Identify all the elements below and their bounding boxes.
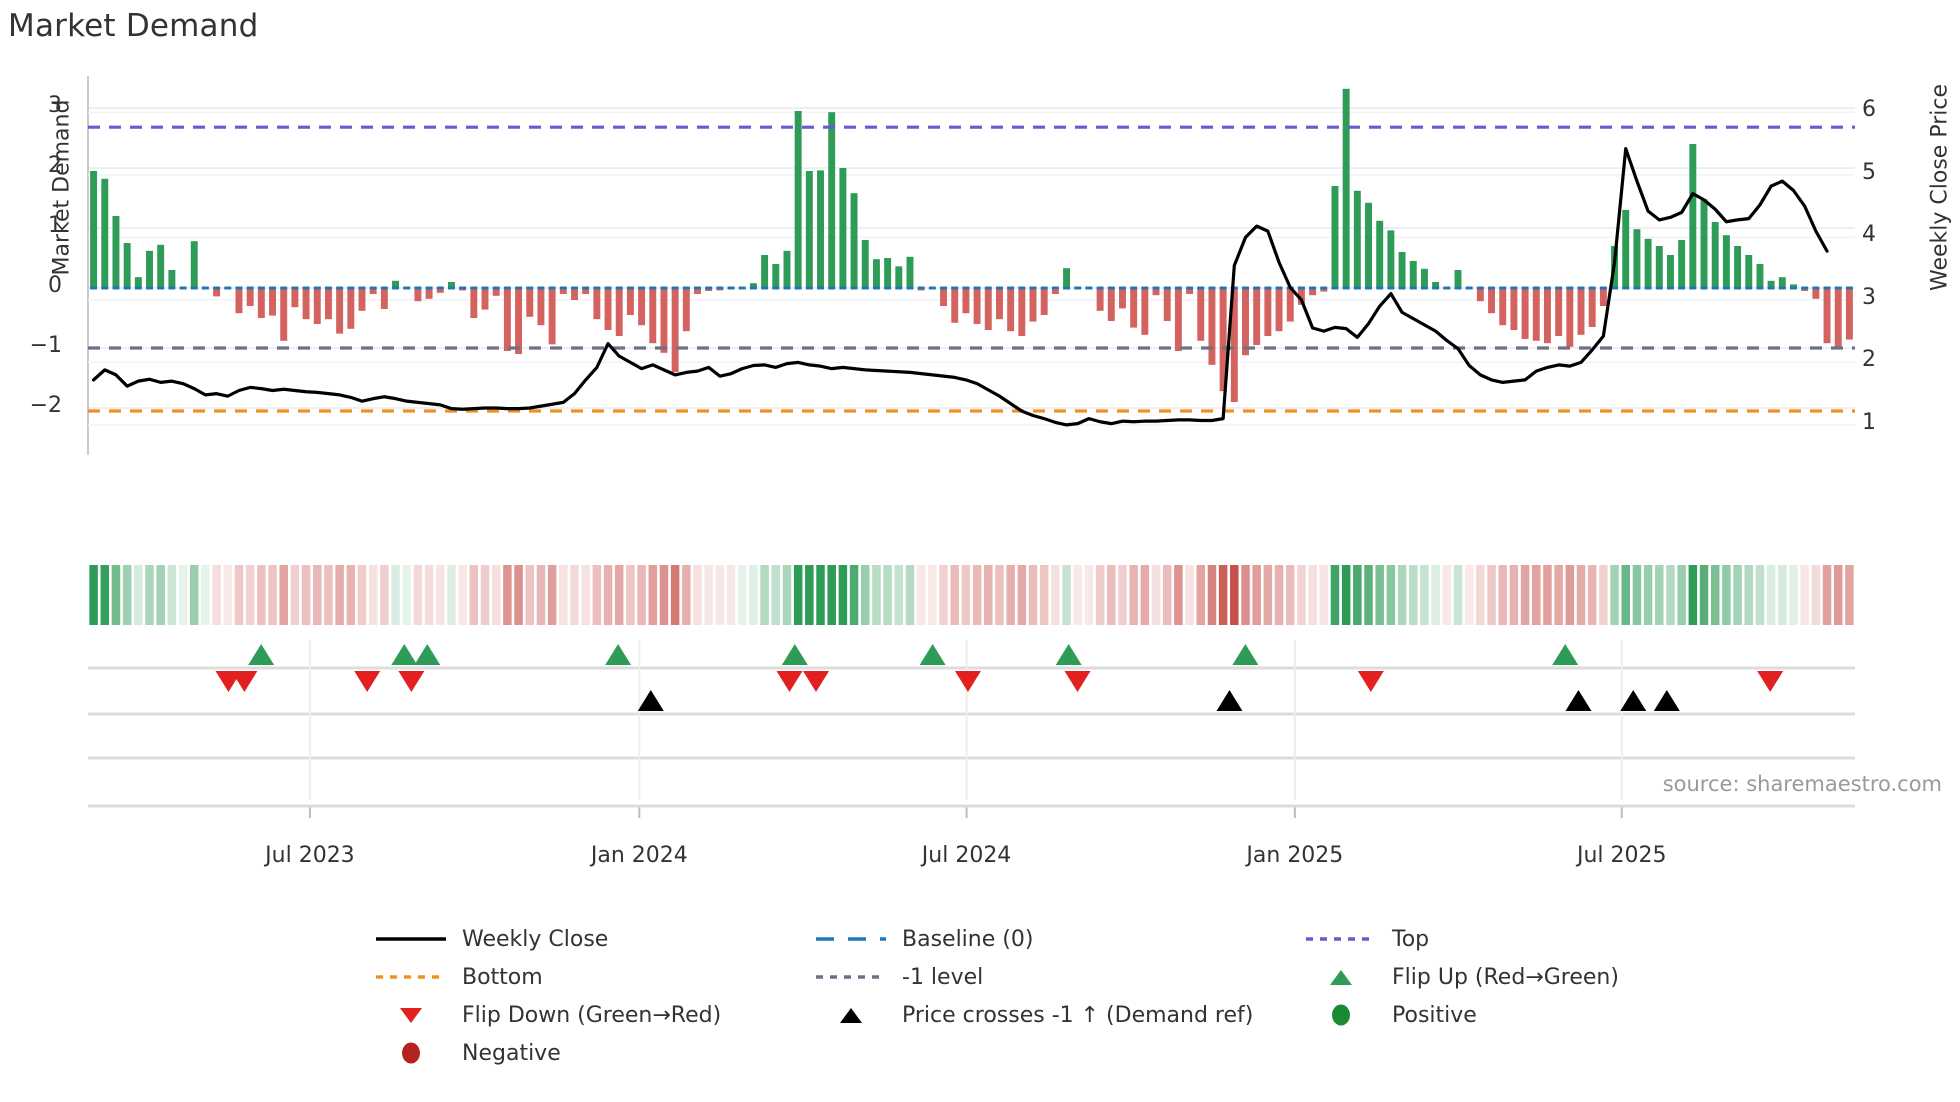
legend-label: Price crosses -1 ↑ (Demand ref) [902, 1002, 1254, 1028]
legend-item-price-crosses[interactable]: Price crosses -1 ↑ (Demand ref) [814, 1003, 1304, 1028]
legend-item-bottom[interactable]: Bottom [374, 965, 814, 990]
xtick-jul-2025: Jul 2025 [1576, 843, 1667, 868]
legend-label: Flip Down (Green→Red) [462, 1002, 722, 1028]
legend-item-weekly-close[interactable]: Weekly Close [374, 927, 814, 952]
right-ytick-1: 1 [1862, 409, 1876, 435]
legend-label: Baseline (0) [902, 926, 1034, 952]
legend-item-positive[interactable]: Positive [1304, 1003, 1674, 1028]
solid-line-icon [374, 928, 448, 950]
legend-label: Bottom [462, 964, 543, 990]
xtick-jan-2025: Jan 2025 [1246, 843, 1344, 868]
dotted-line-icon [814, 966, 888, 988]
legend-label: Top [1392, 926, 1430, 952]
dotted-line-icon [1304, 928, 1378, 950]
left-ytick-m1: −1 [29, 333, 62, 358]
dotted-line-icon [374, 966, 448, 988]
legend-item-flip-down[interactable]: Flip Down (Green→Red) [374, 1003, 814, 1028]
legend-label: Positive [1392, 1002, 1477, 1028]
left-ytick-m2: −2 [29, 393, 62, 418]
legend-item-negative[interactable]: Negative [374, 1041, 814, 1066]
left-ytick-3: 3 [48, 93, 62, 118]
page-title: Market Demand [8, 8, 259, 44]
right-ytick-5: 5 [1862, 159, 1876, 185]
left-ytick-0: 0 [48, 273, 62, 298]
circle-icon [1304, 1004, 1378, 1026]
left-ytick-1: 1 [48, 213, 62, 238]
legend-label: Negative [462, 1040, 561, 1066]
legend-item-minus-one-level[interactable]: -1 level [814, 965, 1304, 990]
dashed-line-icon [814, 928, 888, 950]
source-attribution: source: sharemaestro.com [1662, 772, 1942, 796]
legend-item-flip-up[interactable]: Flip Up (Red→Green) [1304, 965, 1674, 990]
legend-label: -1 level [902, 964, 984, 990]
xtick-jan-2024: Jan 2024 [590, 843, 688, 868]
legend-item-top[interactable]: Top [1304, 927, 1674, 952]
triangle-down-icon [374, 1004, 448, 1026]
legend-label: Weekly Close [462, 926, 609, 952]
chart-legend: Weekly Close Baseline (0) Top Bottom -1 … [374, 920, 1674, 1072]
xtick-jul-2024: Jul 2024 [921, 843, 1012, 868]
right-ytick-6: 6 [1862, 97, 1876, 123]
legend-label: Flip Up (Red→Green) [1392, 964, 1619, 990]
legend-item-baseline[interactable]: Baseline (0) [814, 927, 1304, 952]
right-ytick-2: 2 [1862, 347, 1876, 373]
triangle-up-icon [1304, 966, 1378, 988]
right-ytick-3: 3 [1862, 284, 1876, 310]
left-ytick-2: 2 [48, 153, 62, 178]
circle-icon [374, 1042, 448, 1064]
xtick-jul-2023: Jul 2023 [265, 843, 355, 868]
right-ytick-4: 4 [1862, 222, 1876, 248]
triangle-up-icon [814, 1004, 888, 1026]
